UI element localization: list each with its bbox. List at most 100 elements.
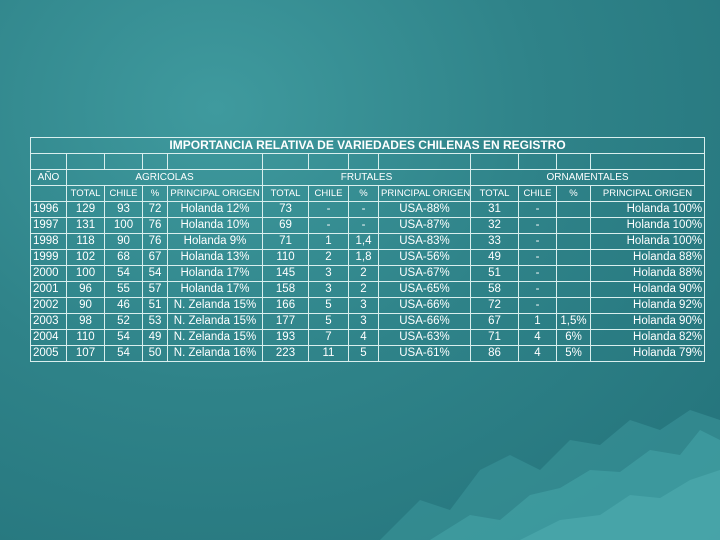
agricolas-origin-cell: Holanda 17% bbox=[167, 281, 263, 298]
agricolas-chile-cell: 46 bbox=[104, 297, 143, 314]
ornamentales-origin-cell: Holanda 79% bbox=[589, 345, 706, 362]
agricolas-total-cell: 100 bbox=[66, 265, 105, 282]
agricolas-origin-cell: Holanda 9% bbox=[167, 233, 263, 250]
agricolas-total-cell: 118 bbox=[66, 233, 105, 250]
frutales-origin-cell: USA-65% bbox=[378, 281, 471, 298]
agricolas-pct-cell: 72 bbox=[142, 201, 168, 218]
subheader-total: TOTAL bbox=[470, 185, 519, 202]
agricolas-chile-cell: 54 bbox=[104, 265, 143, 282]
agricolas-pct-cell: 49 bbox=[142, 329, 168, 346]
frutales-chile-cell: 11 bbox=[308, 345, 349, 362]
frutales-total-cell: 145 bbox=[262, 265, 309, 282]
frutales-origin-cell: USA-83% bbox=[378, 233, 471, 250]
frutales-pct-cell: - bbox=[348, 217, 379, 234]
agricolas-total-cell: 110 bbox=[66, 329, 105, 346]
frutales-total-cell: 158 bbox=[262, 281, 309, 298]
ornamentales-total-cell: 51 bbox=[470, 265, 519, 282]
agricolas-chile-cell: 52 bbox=[104, 313, 143, 330]
ornamentales-total-cell: 58 bbox=[470, 281, 519, 298]
ornamentales-total-cell: 86 bbox=[470, 345, 519, 362]
table-row: 1998 118 90 76 Holanda 9% 71 1 1,4 USA-83% 33- Hol… bbox=[30, 233, 706, 250]
ornamentales-origin-cell: Holanda 82% bbox=[589, 329, 706, 346]
agricolas-pct-cell: 54 bbox=[142, 265, 168, 282]
frutales-pct-cell: 4 bbox=[348, 329, 379, 346]
group-header-frutales: FRUTALES bbox=[262, 169, 471, 186]
subheader-pct: % bbox=[348, 185, 379, 202]
ornamentales-pct-cell bbox=[556, 281, 591, 298]
ornamentales-pct-cell bbox=[556, 249, 591, 266]
frutales-chile-cell: 1 bbox=[308, 233, 349, 250]
ornamentales-chile-cell: 4 bbox=[518, 329, 557, 346]
year-cell: 2005 bbox=[30, 345, 67, 362]
frutales-total-cell: 193 bbox=[262, 329, 309, 346]
year-cell: 1996 bbox=[30, 201, 67, 218]
frutales-origin-cell: USA-88% bbox=[378, 201, 471, 218]
frutales-chile-cell: 3 bbox=[308, 281, 349, 298]
ornamentales-pct-cell: 1,5% bbox=[556, 313, 591, 330]
registry-table-container: IMPORTANCIA RELATIVA DE VARIEDADES CHILE… bbox=[29, 137, 706, 362]
frutales-total-cell: 166 bbox=[262, 297, 309, 314]
agricolas-origin-cell: N. Zelanda 15% bbox=[167, 313, 263, 330]
ornamentales-total-cell: 72 bbox=[470, 297, 519, 314]
frutales-pct-cell: 1,4 bbox=[348, 233, 379, 250]
year-cell: 1999 bbox=[30, 249, 67, 266]
year-cell: 2001 bbox=[30, 281, 67, 298]
frutales-origin-cell: USA-63% bbox=[378, 329, 471, 346]
ornamentales-total-cell: 67 bbox=[470, 313, 519, 330]
frutales-chile-cell: 5 bbox=[308, 313, 349, 330]
table-title: IMPORTANCIA RELATIVA DE VARIEDADES CHILE… bbox=[29, 137, 706, 154]
ornamentales-total-cell: 32 bbox=[470, 217, 519, 234]
agricolas-origin-cell: Holanda 10% bbox=[167, 217, 263, 234]
table-row: 1997 131 100 76 Holanda 10% 69- - USA-87% 32- Hol… bbox=[30, 217, 706, 234]
agricolas-total-cell: 102 bbox=[66, 249, 105, 266]
table-row: 1996 129 93 72 Holanda 12% 73- - USA-88% 31- Hola… bbox=[30, 201, 706, 218]
group-header-ornamentales: ORNAMENTALES bbox=[469, 169, 706, 186]
agricolas-chile-cell: 54 bbox=[104, 345, 143, 362]
frutales-pct-cell: 2 bbox=[348, 281, 379, 298]
agricolas-total-cell: 90 bbox=[66, 297, 105, 314]
agricolas-chile-cell: 68 bbox=[104, 249, 143, 266]
table-row: 2003 98 52 53 N. Zelanda 15% 177 5 3 USA-66% 67 1 1… bbox=[30, 313, 706, 330]
frutales-total-cell: 73 bbox=[262, 201, 309, 218]
agricolas-pct-cell: 50 bbox=[142, 345, 168, 362]
agricolas-pct-cell: 76 bbox=[142, 217, 168, 234]
agricolas-origin-cell: N. Zelanda 16% bbox=[167, 345, 263, 362]
agricolas-chile-cell: 54 bbox=[104, 329, 143, 346]
frutales-chile-cell: 3 bbox=[308, 265, 349, 282]
ornamentales-origin-cell: Holanda 88% bbox=[589, 249, 706, 266]
ornamentales-chile-cell: - bbox=[518, 281, 557, 298]
agricolas-chile-cell: 100 bbox=[104, 217, 143, 234]
agricolas-pct-cell: 67 bbox=[142, 249, 168, 266]
frutales-chile-cell: 5 bbox=[308, 297, 349, 314]
frutales-origin-cell: USA-87% bbox=[378, 217, 471, 234]
ornamentales-pct-cell bbox=[556, 297, 591, 314]
subheader-chile: CHILE bbox=[518, 185, 557, 202]
year-cell: 1997 bbox=[30, 217, 67, 234]
table-row: 2002 90 46 51 N. Zelanda 15% 166 5 3 USA-66% 72- H… bbox=[30, 297, 706, 314]
subheader-total: TOTAL bbox=[66, 185, 105, 202]
year-header: AÑO bbox=[30, 169, 67, 186]
year-cell: 1998 bbox=[30, 233, 67, 250]
table-row: 2004 110 54 49 N. Zelanda 15% 193 7 4 USA-63% 71 4… bbox=[30, 329, 706, 346]
ornamentales-origin-cell: Holanda 88% bbox=[589, 265, 706, 282]
subheader-total: TOTAL bbox=[262, 185, 309, 202]
subheader-origin: PRINCIPAL ORIGEN bbox=[378, 185, 471, 202]
agricolas-total-cell: 131 bbox=[66, 217, 105, 234]
year-cell: 2000 bbox=[30, 265, 67, 282]
group-header-row: AÑO AGRICOLAS FRUTALES ORNAMENTALES bbox=[30, 169, 706, 186]
ornamentales-total-cell: 49 bbox=[470, 249, 519, 266]
subcolumn-header-row: TOTAL CHILE % PRINCIPAL ORIGEN TOTAL CHI… bbox=[30, 185, 706, 202]
blank-row bbox=[30, 153, 706, 170]
agricolas-pct-cell: 51 bbox=[142, 297, 168, 314]
agricolas-origin-cell: Holanda 13% bbox=[167, 249, 263, 266]
frutales-total-cell: 110 bbox=[262, 249, 309, 266]
ornamentales-origin-cell: Holanda 100% bbox=[589, 233, 706, 250]
ornamentales-origin-cell: Holanda 100% bbox=[589, 201, 706, 218]
ornamentales-origin-cell: Holanda 92% bbox=[589, 297, 706, 314]
frutales-chile-cell: 2 bbox=[308, 249, 349, 266]
ornamentales-origin-cell: Holanda 90% bbox=[589, 313, 706, 330]
table-row: 1999 102 68 67 Holanda 13% 110 2 1,8 USA-56% 49- H… bbox=[30, 249, 706, 266]
frutales-origin-cell: USA-67% bbox=[378, 265, 471, 282]
ornamentales-pct-cell bbox=[556, 217, 591, 234]
ornamentales-pct-cell: 5% bbox=[556, 345, 591, 362]
